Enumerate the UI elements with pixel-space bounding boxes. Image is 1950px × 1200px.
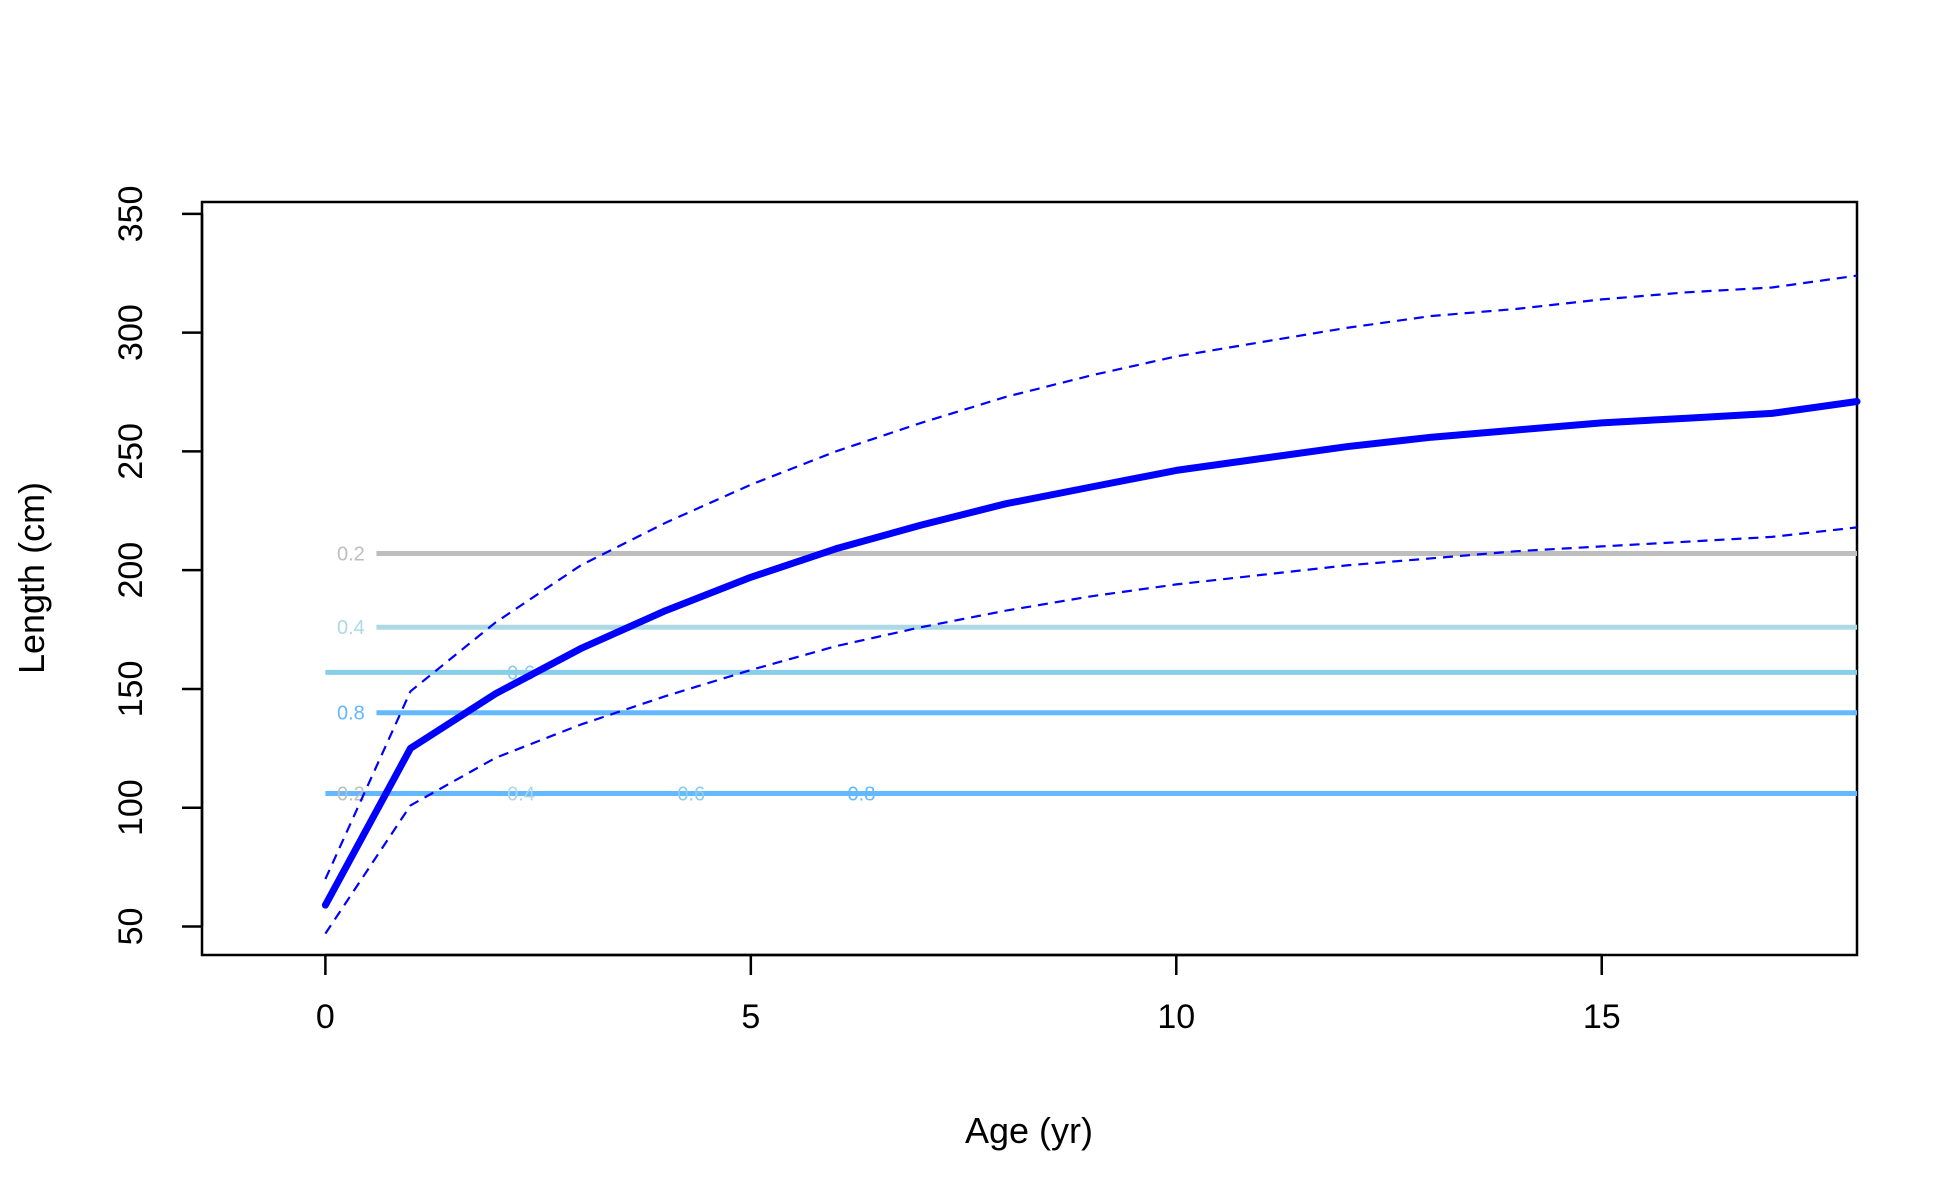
x-tick-label: 5 bbox=[741, 998, 760, 1036]
band-label: 0.4 bbox=[337, 617, 365, 639]
band-label: 0.6 bbox=[677, 783, 705, 805]
y-tick-label: 50 bbox=[112, 908, 150, 946]
y-tick-label: 350 bbox=[112, 186, 150, 243]
band-label: 0.2 bbox=[337, 544, 365, 566]
y-tick-label: 200 bbox=[112, 542, 150, 599]
lower-series-line bbox=[324, 526, 1858, 935]
x-tick-label: 10 bbox=[1157, 998, 1195, 1036]
x-tick-label: 0 bbox=[316, 998, 335, 1036]
y-tick-label: 250 bbox=[112, 423, 150, 480]
band-label: 0.8 bbox=[848, 783, 876, 805]
y-tick-label: 150 bbox=[112, 661, 150, 718]
x-tick-label: 15 bbox=[1583, 998, 1621, 1036]
band-label: 0.4 bbox=[507, 783, 535, 805]
x-axis: 0 5 10 15 bbox=[316, 953, 1621, 1036]
band-label: 0.8 bbox=[337, 703, 365, 725]
plot-frame bbox=[200, 200, 1859, 957]
y-tick-label: 300 bbox=[112, 304, 150, 361]
y-axis-title: Length (cm) bbox=[11, 482, 52, 674]
mean-series-line bbox=[321, 398, 1861, 909]
series-lines bbox=[321, 274, 1861, 935]
upper-series-line bbox=[324, 274, 1858, 880]
band-label: 0.2 bbox=[337, 783, 365, 805]
y-axis: 50 100 150 200 250 300 350 bbox=[112, 186, 204, 946]
x-axis-title: Age (yr) bbox=[965, 1110, 1093, 1151]
band-lines: 0.20.40.60.80.2 0.4 0.6 0.8 bbox=[325, 544, 1857, 805]
y-tick-label: 100 bbox=[112, 779, 150, 836]
